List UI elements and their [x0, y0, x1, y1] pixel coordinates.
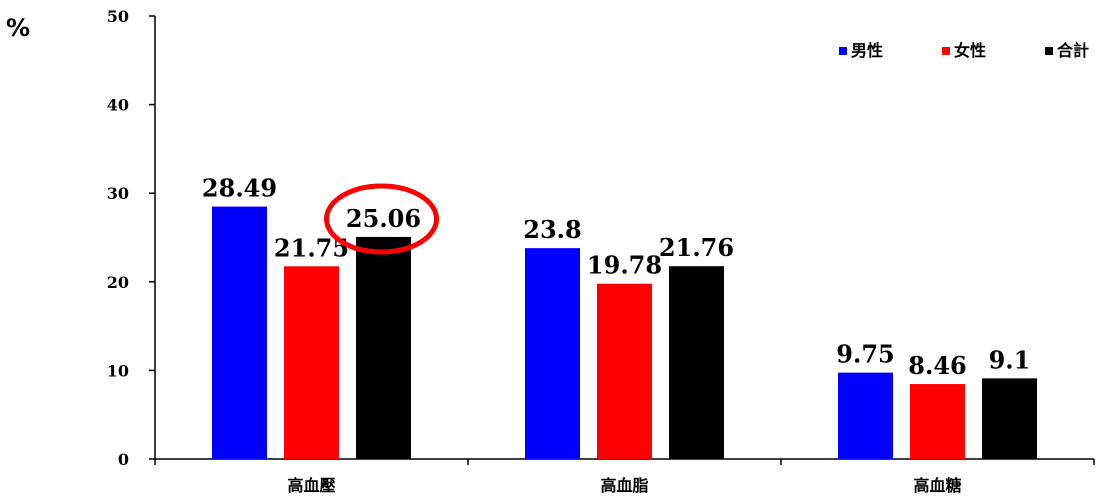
x-category-label: 高血糖: [913, 476, 961, 495]
bar: [284, 266, 339, 459]
data-label: 23.8: [523, 215, 581, 244]
legend-swatch: [839, 47, 847, 55]
legend-label: 女性: [954, 41, 986, 60]
y-tick-label: 40: [107, 96, 129, 115]
data-label: 9.75: [836, 340, 894, 369]
x-category-label: 高血脂: [600, 476, 648, 495]
bar: [597, 283, 652, 459]
bar: [982, 378, 1037, 459]
bar: [356, 236, 411, 459]
data-label: 9.1: [989, 345, 1031, 374]
legend-swatch: [942, 47, 950, 55]
y-unit-label: %: [6, 14, 30, 42]
annotations: [324, 183, 439, 255]
legend: 男性 女性 合計: [839, 41, 1089, 60]
bar: [910, 384, 965, 459]
legend-label: 男性: [851, 41, 883, 60]
legend-label: 合計: [1057, 41, 1089, 60]
bar: [669, 266, 724, 459]
highlight-circle: [324, 183, 439, 255]
bar: [525, 248, 580, 459]
y-tick-label: 0: [118, 450, 129, 469]
bar: [838, 372, 893, 459]
bars: [212, 206, 1037, 459]
data-label: 21.76: [659, 233, 734, 262]
y-tick-label: 30: [107, 184, 129, 203]
y-tick-label: 20: [107, 273, 129, 292]
data-label: 28.49: [202, 174, 277, 203]
data-label: 19.78: [587, 251, 662, 280]
data-label: 25.06: [346, 204, 421, 233]
x-category-label: 高血壓: [287, 476, 335, 495]
y-tick-label: 10: [107, 361, 129, 380]
y-tick-label: 50: [107, 7, 129, 26]
bar: [212, 206, 267, 459]
legend-swatch: [1045, 47, 1053, 55]
data-label: 8.46: [908, 351, 966, 380]
